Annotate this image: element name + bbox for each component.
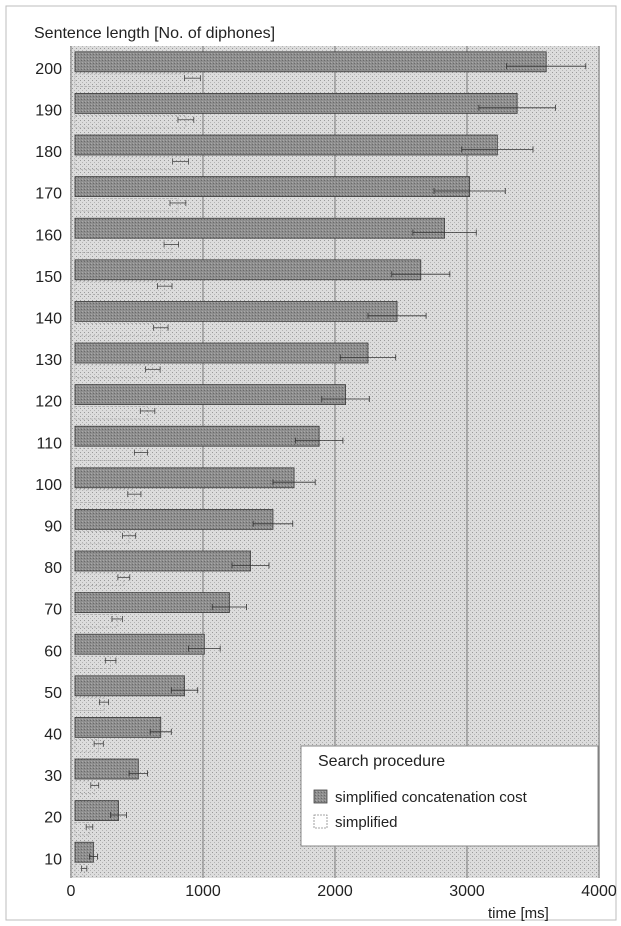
- y-tick-label: 150: [35, 269, 62, 286]
- bar-simplified-60: [74, 655, 111, 669]
- bar-concatenation-160: [74, 217, 445, 239]
- bar-concatenation-70: [74, 592, 230, 613]
- bar-concatenation-130: [74, 342, 369, 364]
- y-tick-label: 20: [44, 810, 62, 827]
- bar-concatenation-10: [74, 841, 94, 863]
- bar-simplified-110: [74, 447, 142, 461]
- bar-simplified-50: [74, 697, 105, 711]
- bar-simplified-30: [74, 780, 96, 794]
- bar-simplified-160: [74, 239, 172, 253]
- bar-simplified-180: [74, 156, 181, 170]
- y-tick-label: 140: [35, 310, 62, 327]
- bar-simplified-120: [74, 406, 148, 420]
- legend: Search procedure simplified concatenatio…: [300, 745, 599, 847]
- legend-label-simplified: simplified: [335, 814, 398, 831]
- bar-concatenation-150: [74, 259, 422, 281]
- bar-simplified-150: [74, 281, 166, 295]
- legend-box: [300, 745, 599, 847]
- y-tick-label: 70: [44, 602, 62, 619]
- bar-simplified-20: [74, 822, 90, 836]
- y-tick-label: 50: [44, 685, 62, 702]
- x-tick-label: 2000: [317, 883, 353, 900]
- bar-concatenation-190: [74, 93, 518, 114]
- bar-concatenation-200: [74, 51, 547, 73]
- y-tick-label: 120: [35, 394, 62, 411]
- bar-simplified-200: [74, 73, 193, 87]
- bar-simplified-70: [74, 614, 118, 628]
- bar-concatenation-20: [74, 800, 119, 821]
- x-tick-label: 0: [67, 883, 76, 900]
- bar-simplified-130: [74, 364, 154, 378]
- bar-concatenation-90: [74, 509, 274, 530]
- bar-concatenation-100: [74, 467, 295, 489]
- y-tick-label: 200: [35, 61, 62, 78]
- bar-concatenation-50: [74, 675, 185, 697]
- bar-concatenation-170: [74, 176, 471, 197]
- bar-simplified-170: [74, 198, 179, 212]
- y-tick-label: 170: [35, 186, 62, 203]
- y-tick-label: 30: [44, 768, 62, 785]
- bar-simplified-80: [74, 572, 125, 586]
- bar-concatenation-180: [74, 134, 498, 156]
- bar-simplified-40: [74, 739, 100, 753]
- bar-concatenation-30: [74, 758, 139, 780]
- legend-title: Search procedure: [318, 753, 445, 770]
- bar-simplified-90: [74, 531, 130, 545]
- tick-labels: 0 1000 2000 3000 4000 10 20 30 40 50 60 70 80 90 100 11…: [35, 61, 617, 900]
- bar-simplified-190: [74, 115, 187, 129]
- bar-concatenation-140: [74, 301, 398, 322]
- y-tick-label: 60: [44, 643, 62, 660]
- y-tick-label: 40: [44, 726, 62, 743]
- bar-concatenation-40: [74, 717, 162, 738]
- bar-concatenation-110: [74, 425, 320, 447]
- bar-concatenation-60: [74, 633, 205, 655]
- y-tick-label: 10: [44, 851, 62, 868]
- y-tick-label: 110: [36, 435, 62, 452]
- bar-concatenation-80: [74, 550, 251, 572]
- y-axis-title: Sentence length [No. of diphones]: [34, 25, 275, 42]
- x-tick-label: 4000: [581, 883, 617, 900]
- y-tick-label: 80: [44, 560, 62, 577]
- bar-simplified-10: [74, 863, 85, 877]
- y-tick-label: 100: [35, 477, 62, 494]
- bar-simplified-100: [74, 489, 135, 503]
- legend-label-concatenation: simplified concatenation cost: [335, 789, 528, 806]
- y-tick-label: 180: [35, 144, 62, 161]
- y-tick-label: 160: [35, 227, 62, 244]
- x-tick-label: 3000: [449, 883, 485, 900]
- y-tick-label: 190: [35, 102, 62, 119]
- bar-simplified-140: [74, 323, 162, 337]
- y-tick-label: 130: [35, 352, 62, 369]
- x-tick-label: 1000: [185, 883, 221, 900]
- legend-swatch-simplified: [313, 814, 328, 829]
- legend-swatch-concatenation: [313, 789, 328, 804]
- bar-concatenation-120: [74, 384, 346, 405]
- bars: [74, 51, 587, 877]
- x-axis-title: time [ms]: [488, 905, 549, 922]
- y-tick-label: 90: [44, 518, 62, 535]
